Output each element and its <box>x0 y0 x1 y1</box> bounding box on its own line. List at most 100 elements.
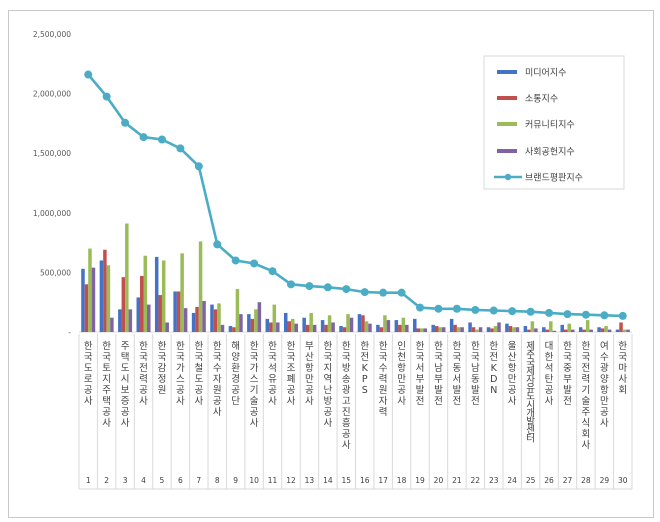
bar-4-8 <box>220 324 225 332</box>
bar-3-1 <box>88 248 92 332</box>
bar-4-13 <box>312 324 317 332</box>
bar-4-28 <box>589 329 593 332</box>
bar-3-30 <box>622 329 627 332</box>
bar-1-24 <box>505 323 509 332</box>
rank-label: 18 <box>397 476 407 485</box>
line-point-26 <box>545 308 554 317</box>
line-point-16 <box>360 288 369 297</box>
bar-2-15 <box>342 327 347 332</box>
rank-label: 21 <box>452 476 462 485</box>
rank-label: 29 <box>600 476 610 485</box>
bar-2-12 <box>287 321 291 332</box>
line-point-3 <box>121 118 130 127</box>
bar-1-10 <box>247 314 251 332</box>
bar-4-24 <box>515 327 520 332</box>
legend-label: 소통지수 <box>525 94 558 105</box>
bar-1-2 <box>99 260 104 332</box>
bar-3-9 <box>235 289 240 332</box>
line-point-28 <box>581 310 590 319</box>
line-point-9 <box>231 256 240 265</box>
bar-4-23 <box>497 322 501 332</box>
bar-3-6 <box>180 253 184 332</box>
legend-label: 브랜드평판지수 <box>525 173 583 184</box>
bar-3-5 <box>161 260 166 332</box>
line-point-15 <box>342 285 351 294</box>
bar-1-15 <box>339 326 343 332</box>
line-point-1 <box>84 70 93 79</box>
rank-label: 11 <box>268 476 278 485</box>
bar-3-22 <box>475 329 479 332</box>
bar-3-28 <box>585 320 590 332</box>
legend-label: 사회공헌지수 <box>525 147 575 158</box>
bar-2-25 <box>527 329 531 332</box>
rank-label: 22 <box>471 476 481 485</box>
bar-1-30 <box>615 329 620 332</box>
bar-4-16 <box>368 323 372 332</box>
line-point-22 <box>471 305 480 314</box>
bar-3-3 <box>125 223 129 332</box>
line-point-18 <box>397 288 406 297</box>
line-point-25 <box>526 307 535 316</box>
bar-4-11 <box>276 322 280 332</box>
legend-label: 미디어지수 <box>525 68 566 79</box>
bar-2-18 <box>398 324 402 332</box>
bar-1-23 <box>486 327 491 332</box>
bar-4-6 <box>183 308 188 332</box>
rank-label: 16 <box>360 476 370 485</box>
bar-3-24 <box>512 327 516 332</box>
bar-1-8 <box>210 304 214 332</box>
bar-2-24 <box>508 326 513 332</box>
line-point-17 <box>379 288 388 297</box>
bar-2-3 <box>121 277 126 332</box>
bar-3-12 <box>290 318 295 332</box>
bar-2-4 <box>140 275 144 332</box>
bar-3-11 <box>272 304 277 332</box>
line-point-19 <box>416 303 425 312</box>
rank-label: 17 <box>378 476 388 485</box>
brand-reputation-chart: - 500,000 1,000,000 1,500,000 2,000,000 2,500… <box>33 30 633 490</box>
rank-label: 3 <box>123 476 128 485</box>
legend-swatch <box>497 149 517 153</box>
bar-1-26 <box>542 327 546 332</box>
bar-2-2 <box>103 249 107 332</box>
bar-2-27 <box>563 329 568 332</box>
bar-2-28 <box>582 329 586 332</box>
bar-4-19 <box>423 328 428 332</box>
legend-swatch <box>497 70 517 74</box>
bar-2-22 <box>471 327 476 332</box>
bar-1-22 <box>468 322 472 332</box>
rank-label: 6 <box>178 476 183 485</box>
line-point-6 <box>176 144 185 153</box>
rank-label: 19 <box>415 476 425 485</box>
chart-frame: - 500,000 1,000,000 1,500,000 2,000,000 2,500… <box>8 10 654 518</box>
bar-1-13 <box>302 317 306 332</box>
bar-3-21 <box>456 327 461 332</box>
bar-3-13 <box>309 312 313 332</box>
bar-4-17 <box>386 320 391 332</box>
rank-label: 27 <box>563 476 573 485</box>
line-point-2 <box>102 92 111 101</box>
bar-2-10 <box>250 318 255 332</box>
rank-label: 30 <box>618 476 628 485</box>
bar-4-22 <box>478 327 483 332</box>
bar-2-29 <box>600 328 605 332</box>
bar-1-9 <box>228 326 233 332</box>
line-point-13 <box>305 282 314 291</box>
rank-label: 28 <box>581 476 591 485</box>
